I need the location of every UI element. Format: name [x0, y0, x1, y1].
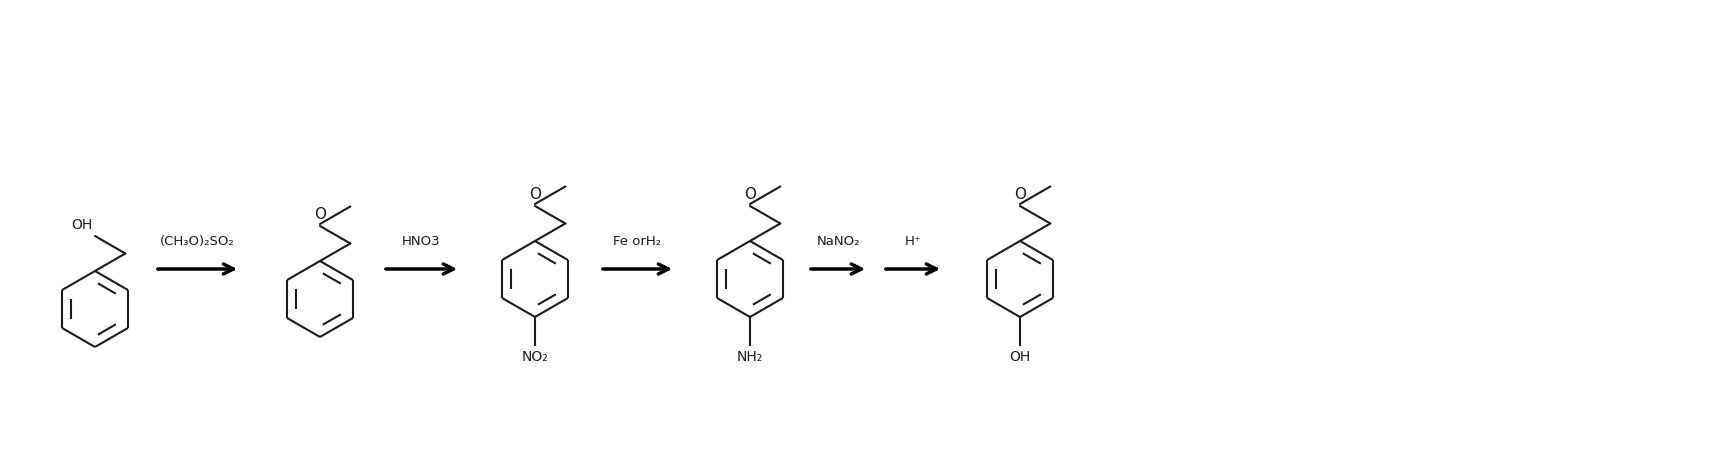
Text: Fe orH₂: Fe orH₂ [612, 234, 661, 248]
Text: (CH₃O)₂SO₂: (CH₃O)₂SO₂ [161, 234, 235, 248]
Text: NO₂: NO₂ [521, 349, 548, 363]
Text: OH: OH [1009, 349, 1029, 363]
Text: O: O [313, 207, 325, 222]
Text: HNO3: HNO3 [401, 234, 441, 248]
Text: O: O [1014, 187, 1026, 202]
Text: H⁺: H⁺ [905, 234, 920, 248]
Text: NH₂: NH₂ [737, 349, 763, 363]
Text: O: O [529, 187, 541, 202]
Text: NaNO₂: NaNO₂ [817, 234, 860, 248]
Text: OH: OH [71, 217, 92, 232]
Text: O: O [744, 187, 756, 202]
